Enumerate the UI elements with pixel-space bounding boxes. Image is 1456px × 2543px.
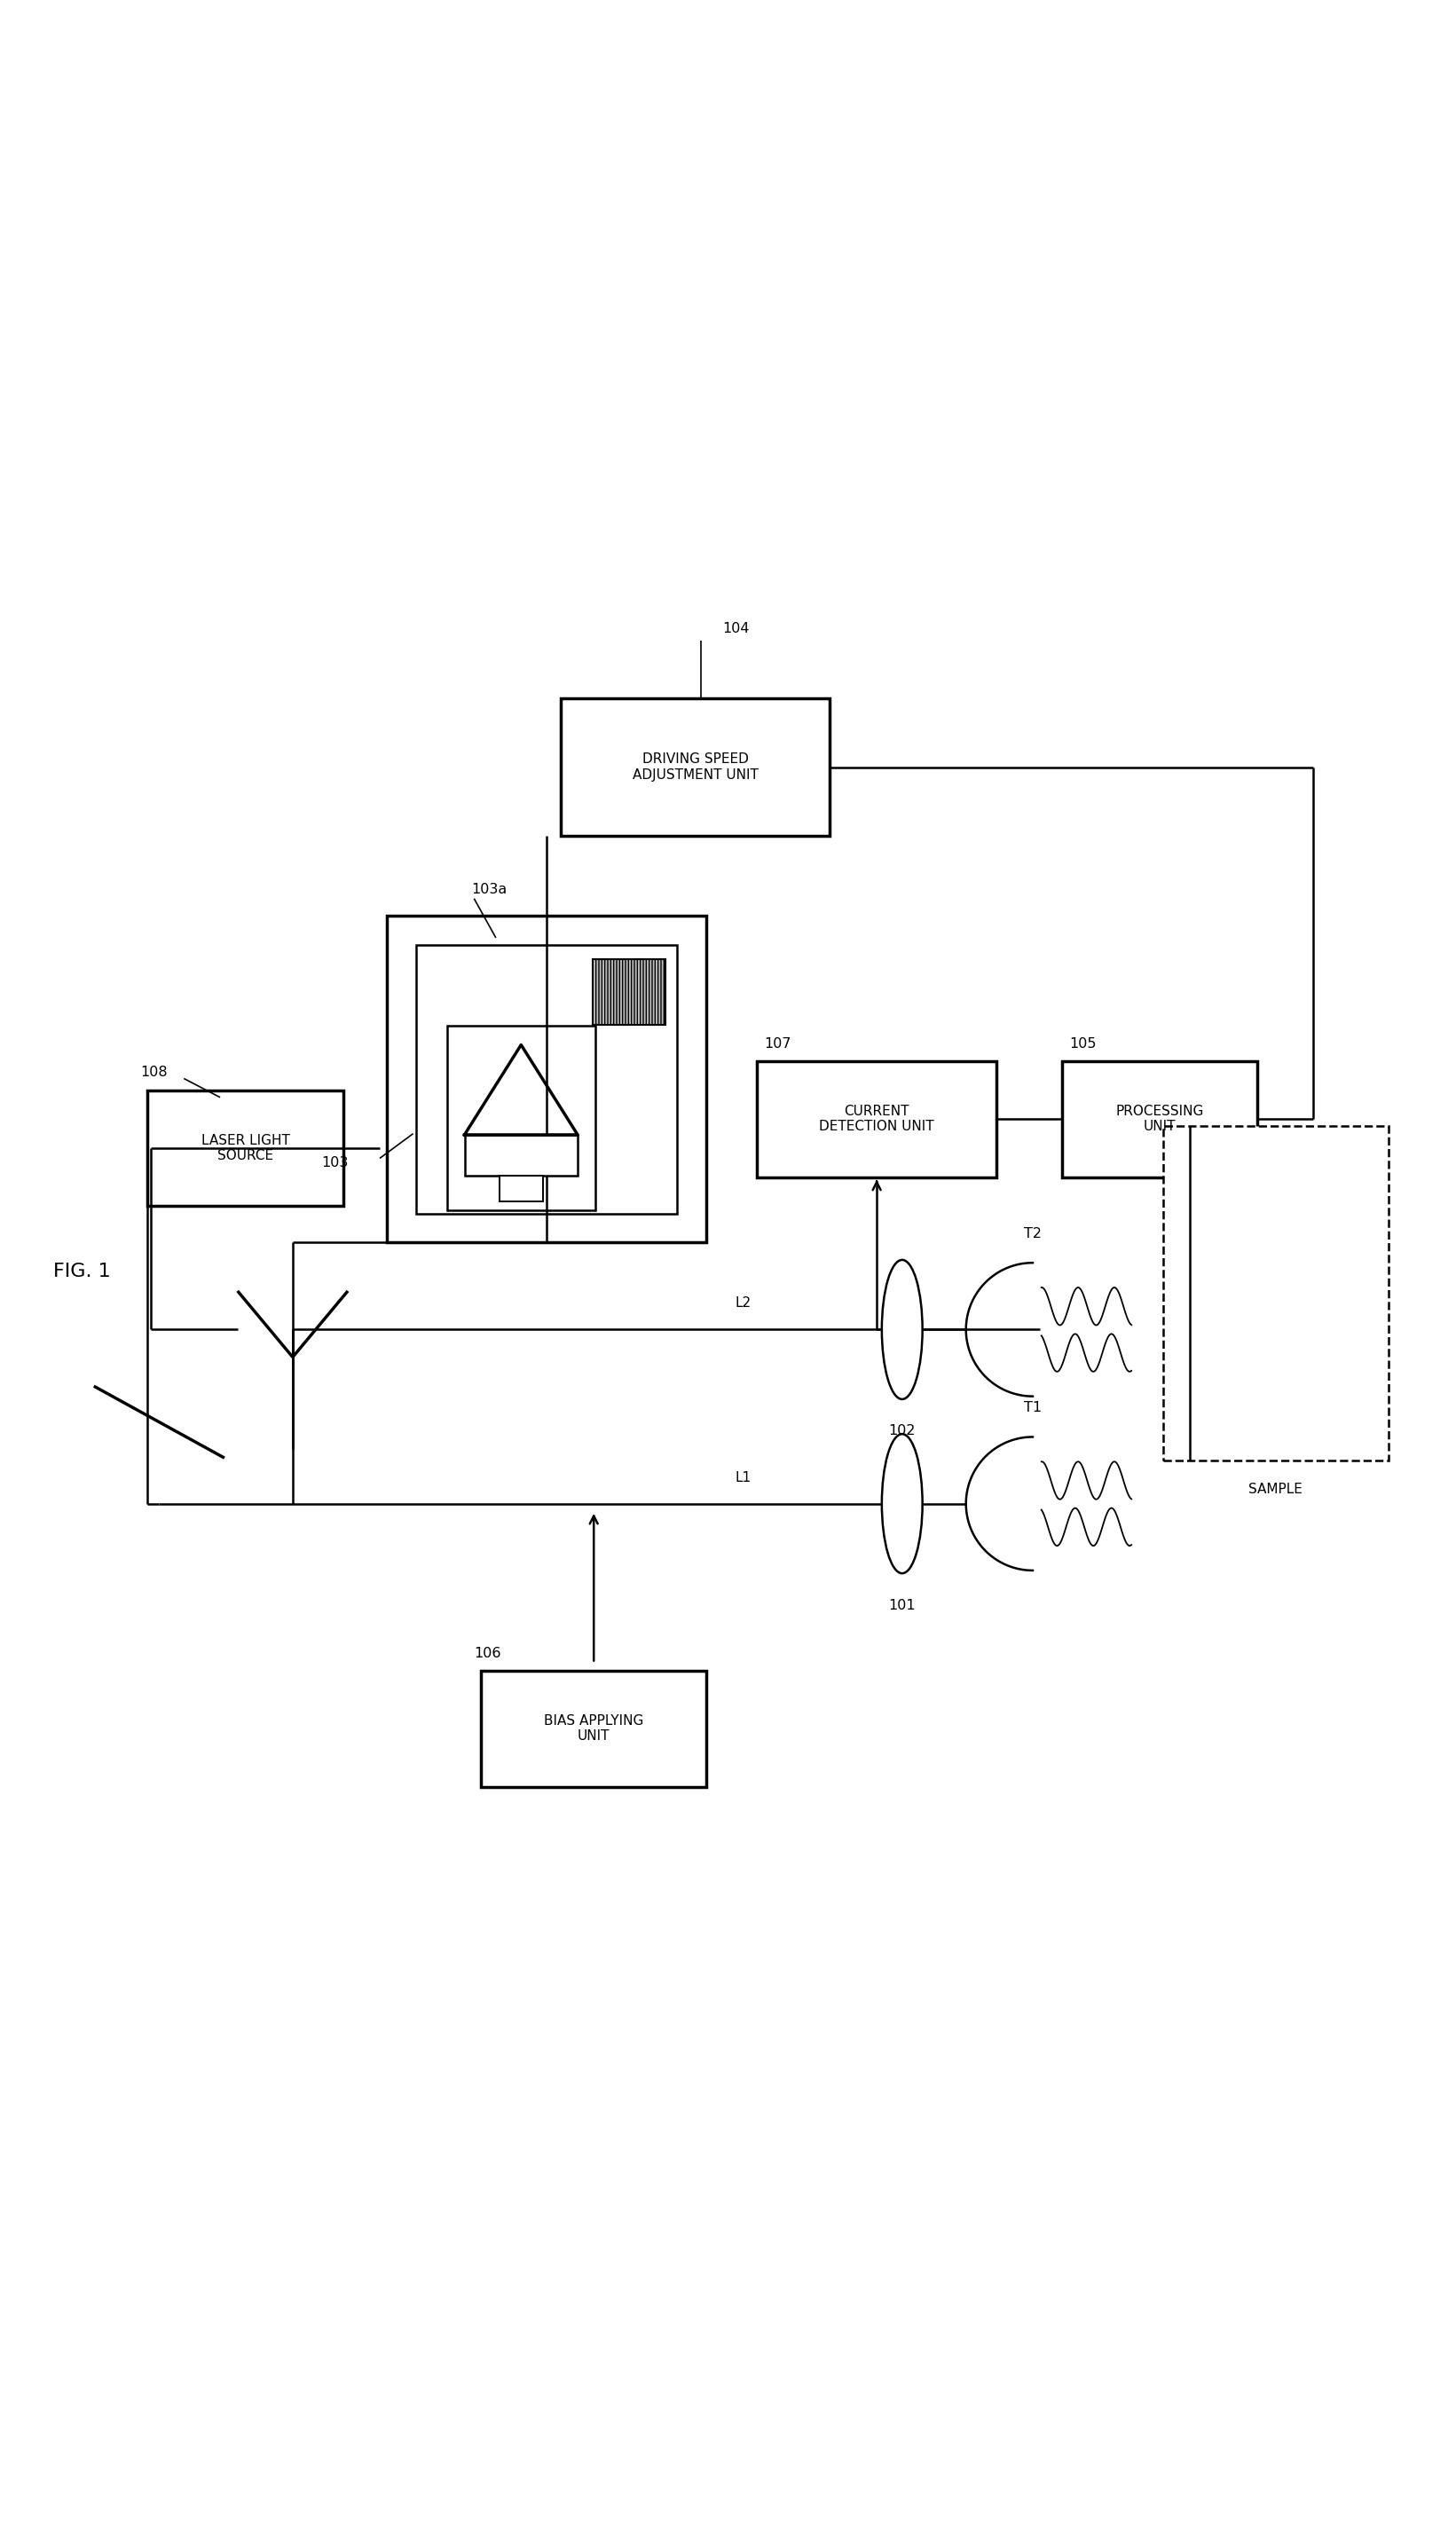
Text: L2: L2 [735, 1297, 751, 1310]
FancyBboxPatch shape [387, 915, 706, 1244]
FancyBboxPatch shape [447, 1025, 596, 1210]
Text: 102: 102 [888, 1424, 916, 1437]
Bar [464, 1134, 578, 1175]
Text: 105: 105 [1069, 1038, 1096, 1050]
Text: 106: 106 [475, 1645, 501, 1661]
Text: FIG. 1: FIG. 1 [54, 1264, 111, 1279]
Text: 108: 108 [140, 1066, 167, 1078]
Text: 103a: 103a [472, 882, 507, 898]
FancyBboxPatch shape [482, 1671, 706, 1788]
FancyBboxPatch shape [1061, 1060, 1258, 1177]
Text: SAMPLE: SAMPLE [1249, 1483, 1303, 1495]
Text: L1: L1 [735, 1470, 751, 1485]
FancyBboxPatch shape [147, 1091, 344, 1205]
Text: CURRENT
DETECTION UNIT: CURRENT DETECTION UNIT [820, 1104, 935, 1134]
Text: LASER LIGHT
SOURCE: LASER LIGHT SOURCE [201, 1134, 290, 1162]
FancyBboxPatch shape [416, 946, 677, 1213]
Bar [593, 959, 665, 1025]
Text: PROCESSING
UNIT: PROCESSING UNIT [1115, 1104, 1204, 1134]
Text: 107: 107 [764, 1038, 792, 1050]
Text: T1: T1 [1024, 1401, 1041, 1414]
Ellipse shape [882, 1259, 923, 1399]
FancyBboxPatch shape [1163, 1127, 1388, 1460]
Text: 101: 101 [888, 1600, 916, 1612]
Text: 103: 103 [322, 1157, 348, 1170]
Text: T2: T2 [1024, 1228, 1041, 1241]
Text: 104: 104 [722, 623, 750, 636]
FancyBboxPatch shape [757, 1060, 996, 1177]
FancyBboxPatch shape [561, 699, 830, 837]
Ellipse shape [882, 1434, 923, 1574]
Text: BIAS APPLYING
UNIT: BIAS APPLYING UNIT [545, 1714, 644, 1742]
Text: DRIVING SPEED
ADJUSTMENT UNIT: DRIVING SPEED ADJUSTMENT UNIT [632, 753, 759, 781]
Bar [499, 1175, 543, 1200]
